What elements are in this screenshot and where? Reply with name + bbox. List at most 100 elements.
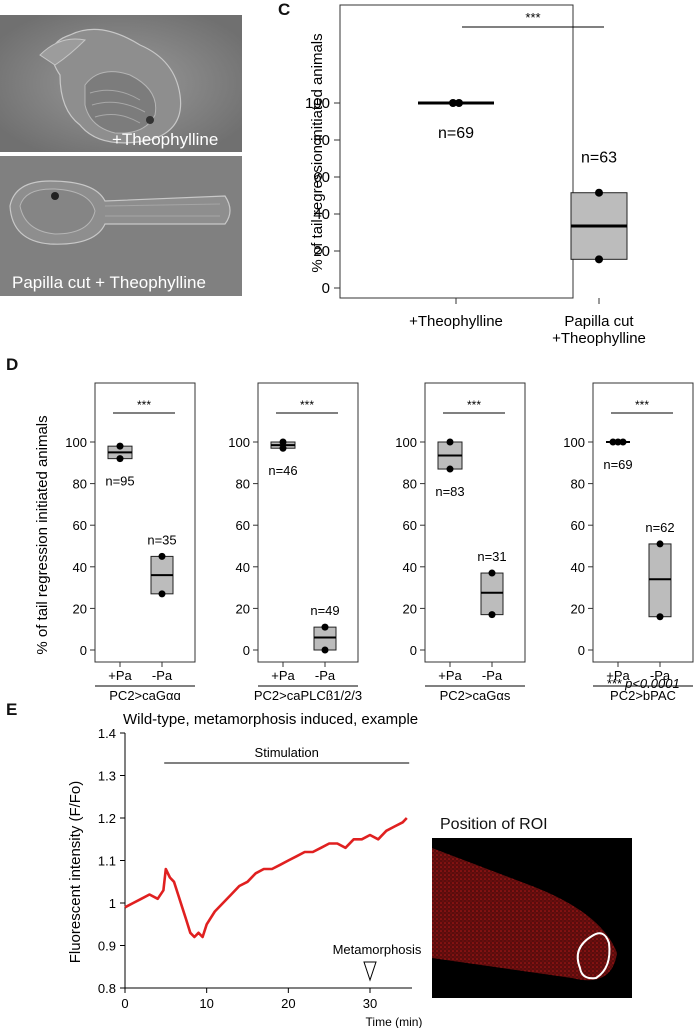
chart-d-ytick-label: 60 (73, 518, 87, 533)
chart-d-sig: *** (137, 398, 151, 412)
chart-d-point (619, 438, 627, 446)
chart-d-xtick-label: -Pa (152, 668, 173, 683)
chart-d-point (279, 438, 287, 446)
chart-c-sig: *** (525, 10, 540, 25)
chart-e-series-line (124, 817, 408, 939)
chart-c-ytick-label: 20 (313, 243, 330, 260)
chart-d-ytick-label: 40 (73, 560, 87, 575)
chart-d-ytick-label: 80 (571, 477, 585, 492)
chart-d-subplot-title: PC2>caPLCβ1/2/3 (254, 688, 362, 700)
micrograph-a (0, 15, 242, 152)
chart-e-stimulation-label: Stimulation (255, 745, 319, 760)
roi-outline (576, 932, 611, 980)
chart-d-sig: *** (300, 398, 314, 412)
chart-d-ytick-label: 80 (403, 477, 417, 492)
chart-d-ytick-label: 100 (395, 435, 417, 450)
chart-d-n-label: n=35 (147, 532, 176, 547)
chart-d-n-label: n=62 (645, 520, 674, 535)
chart-d-point (279, 444, 287, 452)
chart-d-point (656, 540, 664, 548)
chart-d-sig: *** (467, 398, 481, 412)
chart-e-ytick-label: 1.1 (98, 854, 116, 869)
chart-d-ytick-label: 0 (243, 643, 250, 658)
chart-d-ytick-label: 20 (236, 601, 250, 616)
chart-e-xlabel: Time (min) (366, 1015, 423, 1028)
chart-d-point (116, 455, 124, 463)
chart-d-point (488, 611, 496, 619)
chart-c-n-label: n=69 (438, 125, 474, 142)
chart-d-ytick-label: 40 (571, 560, 585, 575)
chart-d-subplot-title: PC2>caGαs (440, 688, 511, 700)
chart-d-point (656, 613, 664, 621)
chart-c-point (449, 99, 457, 107)
roi-title: Position of ROI (440, 816, 548, 833)
chart-e-ylabel: Fluorescent intensity (F/Fo) (67, 781, 84, 964)
panel-label-c: C (278, 0, 291, 19)
chart-d-ytick-label: 20 (403, 601, 417, 616)
chart-c: 0 20 40 60 80 100% of tail regression initiat… (305, 4, 646, 347)
chart-d-footnote: *** p<0.0001 (606, 676, 679, 691)
micrograph-b (0, 156, 242, 296)
chart-d-frame (424, 382, 526, 663)
chart-d-ytick-label: 0 (410, 643, 417, 658)
chart-d-ytick-label: 100 (65, 435, 87, 450)
chart-d-ytick-label: 100 (228, 435, 250, 450)
chart-d-ytick-label: 80 (73, 477, 87, 492)
chart-e-event-marker (363, 961, 377, 982)
chart-d-ylabel: % of tail regression initiated animals (34, 415, 51, 654)
chart-e-ytick-label: 1 (109, 896, 116, 911)
chart-e-event-label: Metamorphosis (333, 942, 422, 957)
chart-d-point (609, 438, 617, 446)
roi-image (432, 838, 632, 998)
roi-larva (432, 848, 617, 981)
chart-d-n-label: n=83 (435, 484, 464, 499)
chart-d-n-label: n=49 (310, 603, 339, 618)
chart-d-point (158, 552, 166, 560)
chart-d-subplot-title: PC2>caGαq (109, 688, 180, 700)
chart-d-ytick-label: 60 (236, 518, 250, 533)
chart-e-ytick-label: 1.3 (98, 769, 116, 784)
chart-d-point (614, 438, 622, 446)
panel-label-e: E (6, 700, 18, 719)
chart-e-title: Wild-type, metamorphosis induced, exampl… (123, 711, 418, 728)
chart-d-ytick-label: 80 (236, 477, 250, 492)
chart-d-point (158, 590, 166, 598)
chart-d-n-label: n=95 (105, 474, 134, 489)
chart-d-ytick-label: 0 (80, 643, 87, 658)
chart-c-xtick-label: Papilla cut (564, 313, 634, 330)
chart-d-subplot-title: PC2>bPAC (610, 688, 676, 700)
chart-c-ylabel: % of tail regression initiated animals (309, 33, 326, 272)
chart-e-ytick-label: 0.8 (98, 981, 116, 996)
chart-c-ytick-label: 100 (305, 95, 330, 112)
larva-image-a (0, 15, 242, 152)
chart-d-xtick-label: +Pa (606, 668, 630, 683)
chart-d-point (488, 569, 496, 577)
chart-e-xtick-label: 0 (121, 996, 128, 1011)
micrograph-b-caption: Papilla cut + Theophylline (12, 273, 206, 292)
chart-c-ytick-label: 40 (313, 206, 330, 223)
chart-e-ytick-label: 1.4 (98, 726, 116, 741)
chart-d-xtick-label: +Pa (108, 668, 132, 683)
chart-e-xtick-label: 30 (363, 996, 377, 1011)
chart-d-point (446, 438, 454, 446)
chart-d: % of tail regression initiated animals 0 2… (34, 382, 694, 700)
panel-label-d: D (6, 355, 19, 374)
chart-d-xtick-label: -Pa (315, 668, 336, 683)
chart-d-ytick-label: 20 (571, 601, 585, 616)
chart-e-ytick-label: 1.2 (98, 811, 116, 826)
chart-d-point (116, 442, 124, 450)
chart-d-ytick-label: 40 (403, 560, 417, 575)
chart-d-xtick-label: -Pa (650, 668, 671, 683)
chart-d-frame (257, 382, 359, 663)
chart-d-n-label: n=31 (477, 549, 506, 564)
chart-d-point (321, 623, 329, 631)
chart-d-sig: *** (635, 398, 649, 412)
chart-c-n-label: n=63 (581, 150, 617, 167)
chart-d-frame (94, 382, 196, 663)
chart-d-xtick-label: +Pa (271, 668, 295, 683)
chart-c-point (595, 188, 603, 197)
chart-c-ytick-label: 80 (313, 132, 330, 149)
chart-d-point (321, 646, 329, 654)
chart-d-ytick-label: 60 (403, 518, 417, 533)
